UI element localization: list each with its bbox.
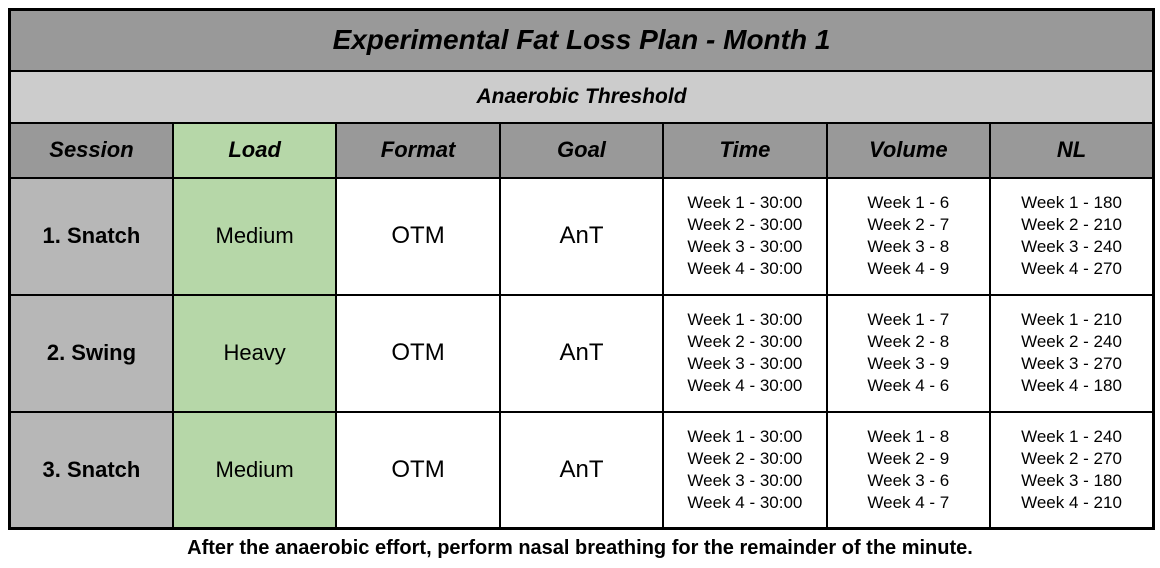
volume-week-line: Week 4 - 9	[867, 259, 950, 278]
section-subtitle: Anaerobic Threshold	[8, 69, 1155, 124]
nl-week-line: Week 3 - 270	[1021, 354, 1122, 373]
volume-week-line: Week 3 - 8	[867, 237, 950, 256]
nl-week-line: Week 2 - 270	[1021, 448, 1122, 468]
column-header-time: Time	[662, 121, 828, 179]
nl-week-line: Week 1 - 240	[1021, 426, 1122, 446]
load-cell: Medium	[171, 410, 338, 530]
time-week-line: Week 4 - 30:00	[687, 376, 803, 395]
volume-week-line: Week 1 - 8	[867, 426, 950, 446]
nl-week-line: Week 4 - 270	[1021, 259, 1122, 278]
plan-table: Experimental Fat Loss Plan - Month 1 Ana…	[8, 8, 1155, 530]
volume-week-line: Week 4 - 7	[867, 492, 950, 512]
volume-week-line: Week 2 - 8	[867, 332, 950, 351]
time-week-line: Week 4 - 30:00	[687, 259, 803, 278]
column-header-nl: NL	[989, 121, 1155, 179]
table-row: 3. Snatch Medium OTM AnT Week 1 - 30:00 …	[8, 410, 1155, 530]
session-cell: 2. Swing	[8, 293, 174, 413]
column-header-session: Session	[8, 121, 174, 179]
volume-week-line: Week 1 - 7	[867, 310, 950, 329]
time-week-line: Week 3 - 30:00	[687, 237, 803, 256]
session-cell: 3. Snatch	[8, 410, 174, 530]
goal-cell: AnT	[498, 410, 665, 530]
goal-cell: AnT	[498, 293, 665, 413]
column-header-row: Session Load Format Goal Time Volume NL	[8, 121, 1155, 179]
volume-week-line: Week 4 - 6	[867, 376, 950, 395]
volume-week-line: Week 3 - 6	[867, 470, 950, 490]
load-cell: Heavy	[171, 293, 338, 413]
title-row: Experimental Fat Loss Plan - Month 1	[8, 8, 1155, 72]
nl-week-line: Week 3 - 240	[1021, 237, 1122, 256]
nl-cell: Week 1 - 210 Week 2 - 240 Week 3 - 270 W…	[989, 293, 1155, 413]
nl-week-line: Week 3 - 180	[1021, 470, 1122, 490]
time-week-line: Week 1 - 30:00	[687, 426, 803, 446]
nl-week-line: Week 2 - 210	[1021, 215, 1122, 234]
time-week-line: Week 4 - 30:00	[687, 492, 803, 512]
nl-cell: Week 1 - 240 Week 2 - 270 Week 3 - 180 W…	[989, 410, 1155, 530]
column-header-volume: Volume	[825, 121, 992, 179]
load-cell: Medium	[171, 176, 338, 296]
column-header-format: Format	[335, 121, 501, 179]
format-cell: OTM	[335, 410, 501, 530]
subtitle-row: Anaerobic Threshold	[8, 69, 1155, 124]
table-row: 1. Snatch Medium OTM AnT Week 1 - 30:00 …	[8, 176, 1155, 296]
page-title: Experimental Fat Loss Plan - Month 1	[8, 8, 1155, 72]
time-cell: Week 1 - 30:00 Week 2 - 30:00 Week 3 - 3…	[662, 176, 828, 296]
time-week-line: Week 3 - 30:00	[687, 470, 803, 490]
column-header-goal: Goal	[498, 121, 665, 179]
time-cell: Week 1 - 30:00 Week 2 - 30:00 Week 3 - 3…	[662, 410, 828, 530]
nl-week-line: Week 1 - 180	[1021, 193, 1122, 212]
volume-week-line: Week 2 - 7	[867, 215, 950, 234]
nl-week-line: Week 4 - 210	[1021, 492, 1122, 512]
nl-week-line: Week 4 - 180	[1021, 376, 1122, 395]
time-week-line: Week 2 - 30:00	[687, 215, 803, 234]
footer-note: After the anaerobic effort, perform nasa…	[187, 537, 973, 559]
table-row: 2. Swing Heavy OTM AnT Week 1 - 30:00 We…	[8, 293, 1155, 413]
format-cell: OTM	[335, 176, 501, 296]
volume-cell: Week 1 - 8 Week 2 - 9 Week 3 - 6 Week 4 …	[825, 410, 992, 530]
volume-week-line: Week 2 - 9	[867, 448, 950, 468]
time-cell: Week 1 - 30:00 Week 2 - 30:00 Week 3 - 3…	[662, 293, 828, 413]
nl-week-line: Week 2 - 240	[1021, 332, 1122, 351]
volume-cell: Week 1 - 6 Week 2 - 7 Week 3 - 8 Week 4 …	[825, 176, 992, 296]
session-cell: 1. Snatch	[8, 176, 174, 296]
format-cell: OTM	[335, 293, 501, 413]
time-week-line: Week 2 - 30:00	[687, 332, 803, 351]
column-header-load: Load	[171, 121, 338, 179]
volume-week-line: Week 3 - 9	[867, 354, 950, 373]
goal-cell: AnT	[498, 176, 665, 296]
time-week-line: Week 3 - 30:00	[687, 354, 803, 373]
nl-cell: Week 1 - 180 Week 2 - 210 Week 3 - 240 W…	[989, 176, 1155, 296]
nl-week-line: Week 1 - 210	[1021, 310, 1122, 329]
time-week-line: Week 2 - 30:00	[687, 448, 803, 468]
time-week-line: Week 1 - 30:00	[687, 193, 803, 212]
time-week-line: Week 1 - 30:00	[687, 310, 803, 329]
volume-cell: Week 1 - 7 Week 2 - 8 Week 3 - 9 Week 4 …	[825, 293, 992, 413]
volume-week-line: Week 1 - 6	[867, 193, 950, 212]
